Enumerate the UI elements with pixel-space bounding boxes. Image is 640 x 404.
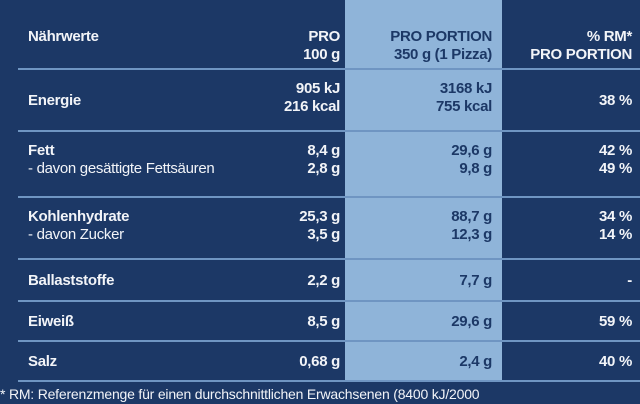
cell-label: Salz	[28, 352, 57, 370]
cell-percent-rm: 49 %	[599, 160, 632, 177]
cell-per-100g: 216 kcal	[284, 98, 340, 115]
cell-label: Energie	[28, 91, 81, 109]
cell-per-portion: 755 kcal	[436, 98, 492, 115]
separator	[18, 130, 640, 132]
cell-per-100g: 3,5 g	[307, 226, 340, 243]
separator	[18, 68, 640, 70]
cell-per-100g: 8,4 g	[307, 142, 340, 159]
header-per-100g: 100 g	[303, 46, 340, 63]
cell-label: - davon gesättigte Fettsäuren	[28, 160, 215, 177]
cell-per-100g: 8,5 g	[307, 312, 340, 330]
cell-label: Eiweiß	[28, 312, 74, 330]
cell-per-portion: 2,4 g	[459, 352, 492, 370]
cell-per-portion: 88,7 g	[451, 208, 492, 225]
header-percent-rm: % RM*	[586, 28, 632, 45]
header-per-portion: 350 g (1 Pizza)	[393, 46, 492, 63]
cell-per-portion: 3168 kJ	[439, 80, 492, 97]
separator	[18, 196, 640, 198]
header-percent-rm: PRO PORTION	[530, 46, 632, 63]
cell-percent-rm: 34 %	[599, 208, 632, 225]
cell-per-100g: 2,2 g	[307, 271, 340, 289]
cell-per-100g: 905 kJ	[295, 80, 340, 97]
separator	[18, 258, 640, 260]
cell-label: Fett	[28, 142, 55, 159]
cell-per-portion: 7,7 g	[459, 271, 492, 289]
cell-per-portion: 29,6 g	[451, 312, 492, 330]
portion-column-bg	[345, 0, 502, 380]
header-per-100g: PRO	[308, 28, 340, 45]
header-per-portion: PRO PORTION	[390, 28, 492, 45]
cell-label: - davon Zucker	[28, 226, 124, 243]
cell-percent-rm: 59 %	[599, 312, 632, 330]
cell-per-portion: 12,3 g	[451, 226, 492, 243]
cell-percent-rm: 42 %	[599, 142, 632, 159]
cell-percent-rm: 38 %	[599, 91, 632, 109]
cell-per-100g: 2,8 g	[307, 160, 340, 177]
cell-percent-rm: -	[627, 271, 632, 289]
cell-per-portion: 29,6 g	[451, 142, 492, 159]
separator	[18, 300, 640, 302]
cell-percent-rm: 40 %	[599, 352, 632, 370]
separator	[18, 380, 640, 382]
footnote: * RM: Referenzmenge für einen durchschni…	[0, 386, 480, 402]
cell-per-100g: 0,68 g	[299, 352, 340, 370]
cell-label: Kohlenhydrate	[28, 208, 130, 225]
header-label: Nährwerte	[28, 28, 99, 45]
separator	[18, 340, 640, 342]
cell-per-100g: 25,3 g	[299, 208, 340, 225]
cell-label: Ballaststoffe	[28, 271, 115, 289]
cell-percent-rm: 14 %	[599, 226, 632, 243]
cell-per-portion: 9,8 g	[459, 160, 492, 177]
